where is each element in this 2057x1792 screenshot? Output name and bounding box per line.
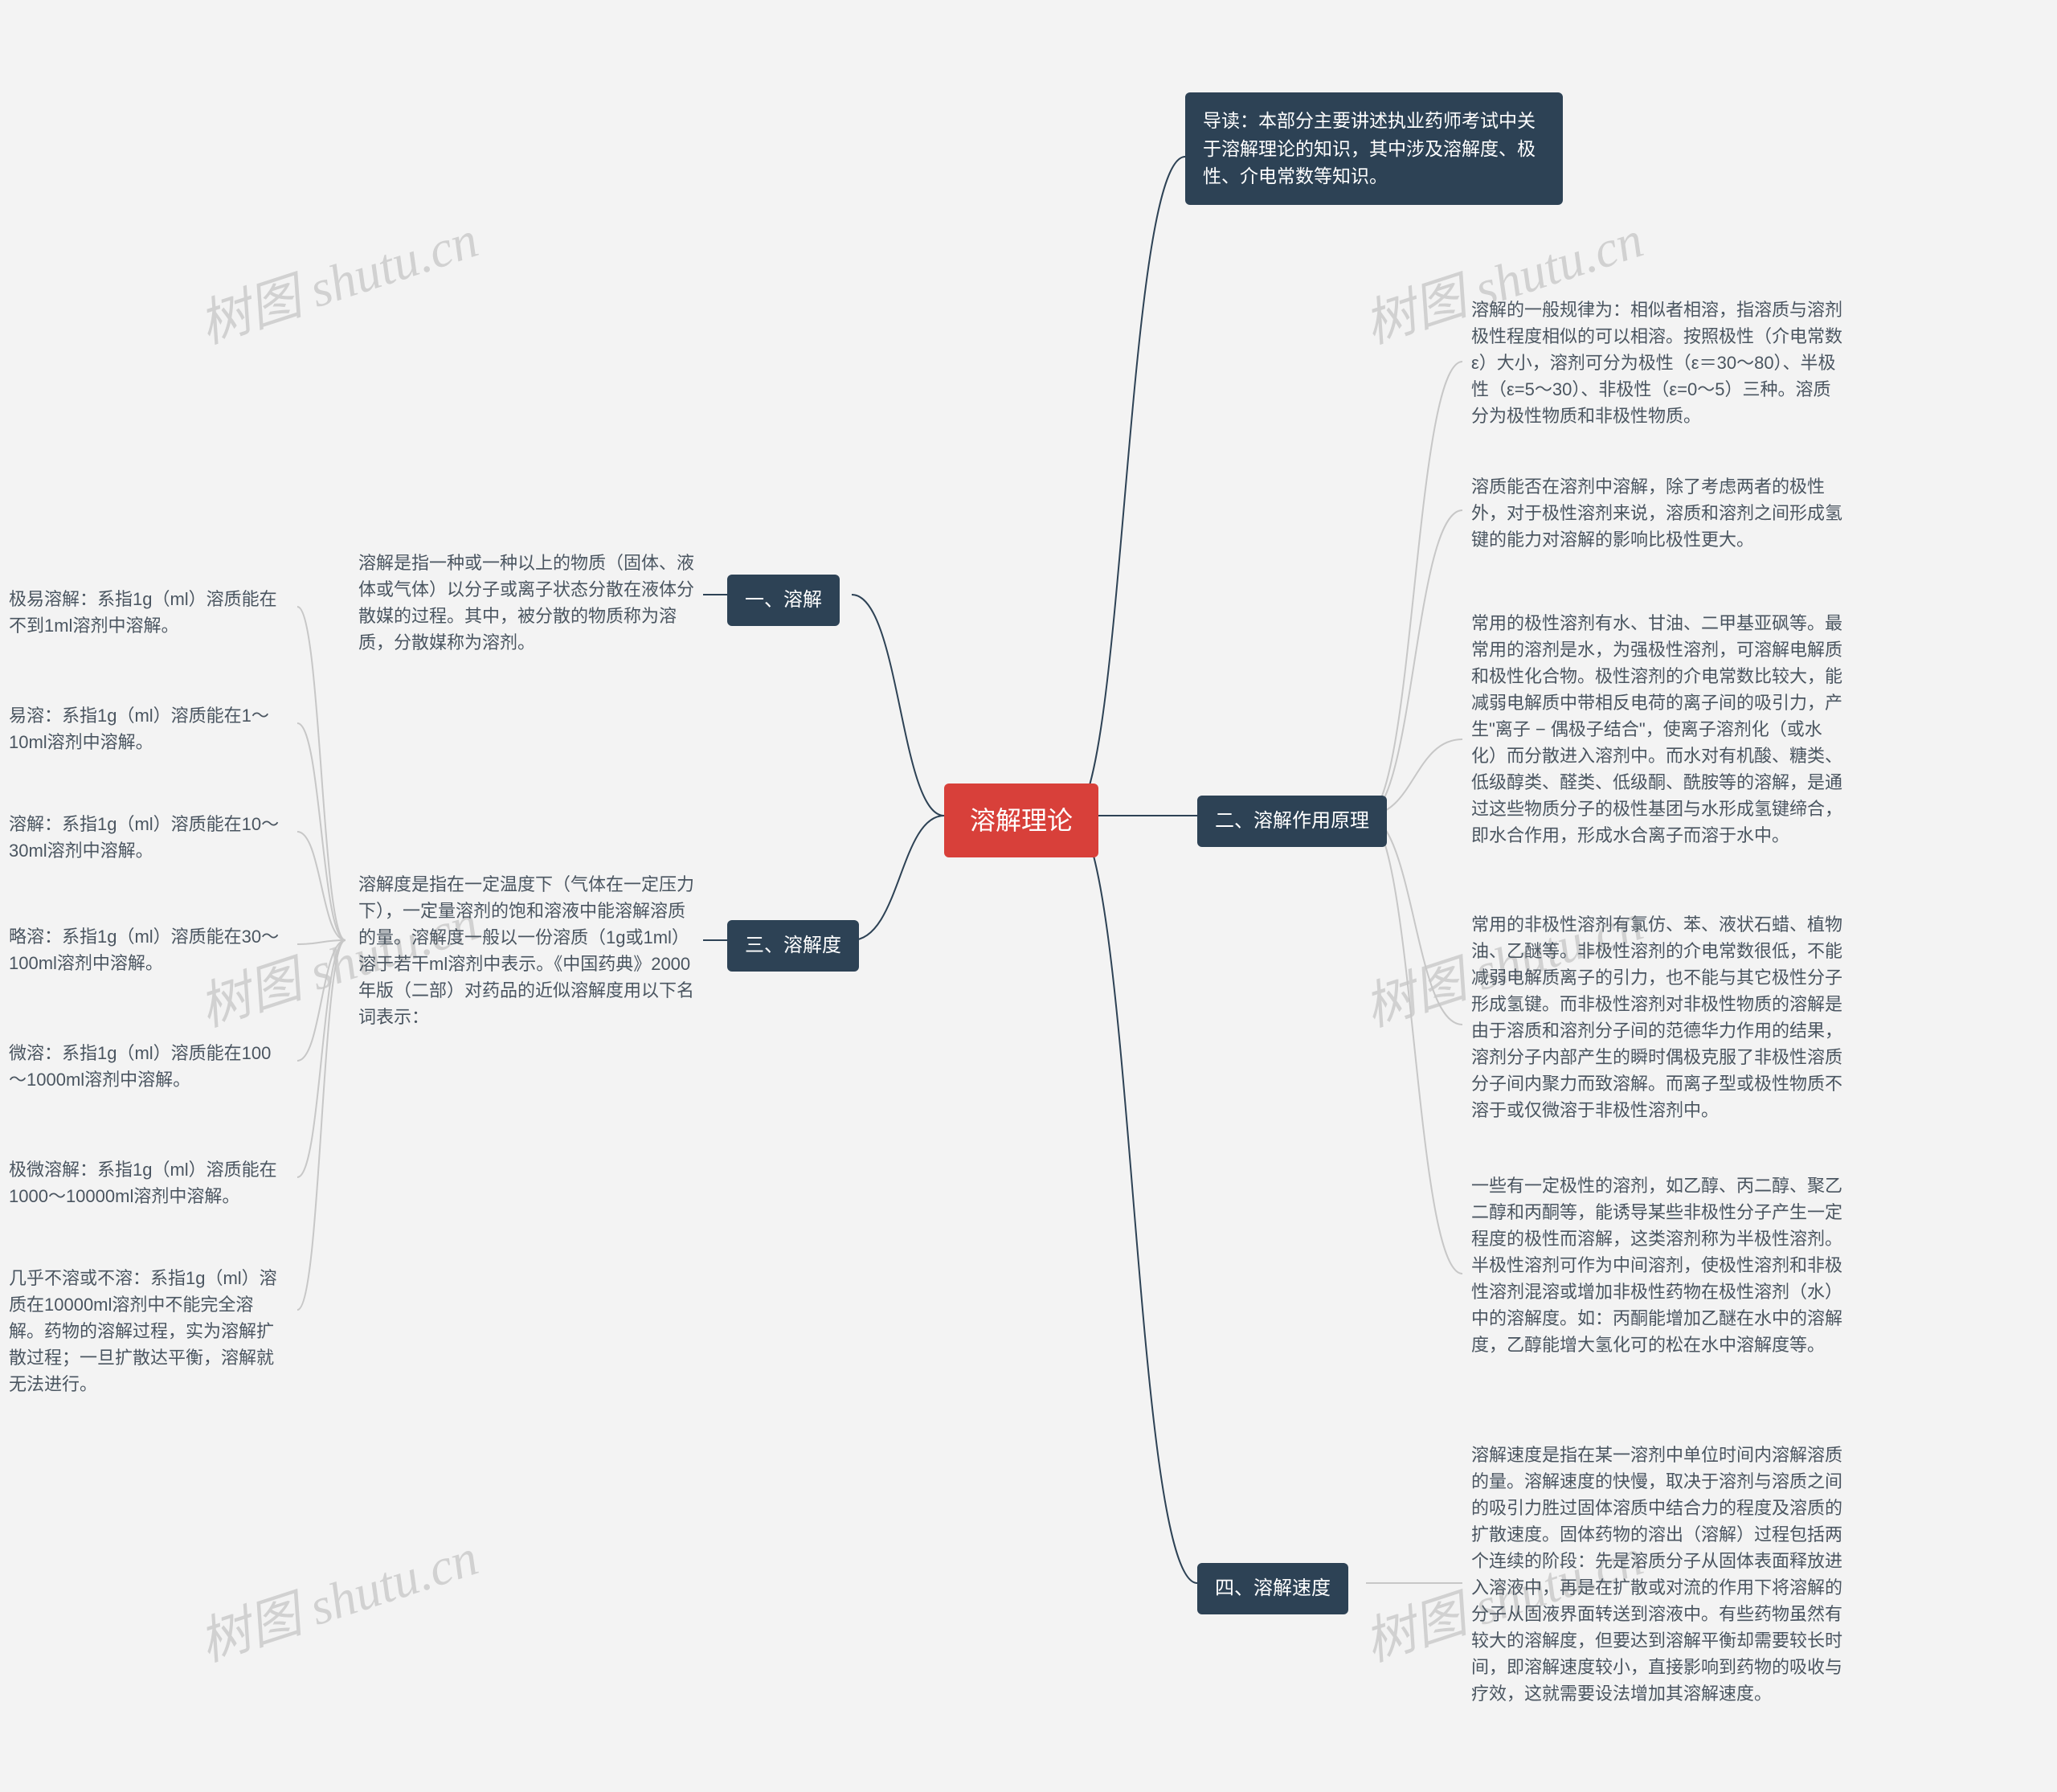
root-node[interactable]: 溶解理论 [944, 783, 1098, 857]
solubility-leaf-4: 略溶：系指1g（ml）溶质能在30～100ml溶剂中溶解。 [4, 920, 293, 980]
branch-solubility-desc: 溶解度是指在一定温度下（气体在一定压力下），一定量溶剂的饱和溶液中能溶解溶质的量… [354, 868, 699, 1033]
solubility-leaf-2: 易溶：系指1g（ml）溶质能在1～10ml溶剂中溶解。 [4, 699, 293, 759]
watermark: 树图 shutu.cn [189, 1516, 486, 1675]
rate-leaf: 溶解速度是指在某一溶剂中单位时间内溶解溶质的量。溶解速度的快慢，取决于溶剂与溶质… [1466, 1438, 1848, 1710]
mechanism-leaf-4: 常用的非极性溶剂有氯仿、苯、液状石蜡、植物油、乙醚等。非极性溶剂的介电常数很低，… [1466, 908, 1848, 1127]
branch-rate[interactable]: 四、溶解速度 [1197, 1563, 1348, 1614]
watermark: 树图 shutu.cn [189, 198, 486, 358]
branch-dissolve[interactable]: 一、溶解 [727, 575, 840, 626]
mechanism-leaf-1: 溶解的一般规律为：相似者相溶，指溶质与溶剂极性程度相似的可以相溶。按照极性（介电… [1466, 293, 1848, 432]
intro-box[interactable]: 导读：本部分主要讲述执业药师考试中关于溶解理论的知识，其中涉及溶解度、极性、介电… [1185, 92, 1563, 205]
solubility-leaf-6: 极微溶解：系指1g（ml）溶质能在1000～10000ml溶剂中溶解。 [4, 1153, 293, 1213]
branch-dissolve-desc: 溶解是指一种或一种以上的物质（固体、液体或气体）以分子或离子状态分散在液体分散媒… [354, 546, 699, 659]
mechanism-leaf-3: 常用的极性溶剂有水、甘油、二甲基亚砜等。最常用的溶剂是水，为强极性溶剂，可溶解电… [1466, 607, 1848, 852]
mechanism-leaf-5: 一些有一定极性的溶剂，如乙醇、丙二醇、聚乙二醇和丙酮等，能诱导某些非极性分子产生… [1466, 1169, 1848, 1361]
solubility-leaf-7: 几乎不溶或不溶：系指1g（ml）溶质在10000ml溶剂中不能完全溶解。药物的溶… [4, 1262, 293, 1401]
solubility-leaf-3: 溶解：系指1g（ml）溶质能在10～30ml溶剂中溶解。 [4, 808, 293, 867]
branch-solubility[interactable]: 三、溶解度 [727, 920, 859, 972]
solubility-leaf-5: 微溶：系指1g（ml）溶质能在100～1000ml溶剂中溶解。 [4, 1037, 293, 1096]
mechanism-leaf-2: 溶质能否在溶剂中溶解，除了考虑两者的极性外，对于极性溶剂来说，溶质和溶剂之间形成… [1466, 470, 1848, 556]
branch-mechanism[interactable]: 二、溶解作用原理 [1197, 796, 1387, 847]
solubility-leaf-1: 极易溶解：系指1g（ml）溶质能在不到1ml溶剂中溶解。 [4, 583, 293, 642]
